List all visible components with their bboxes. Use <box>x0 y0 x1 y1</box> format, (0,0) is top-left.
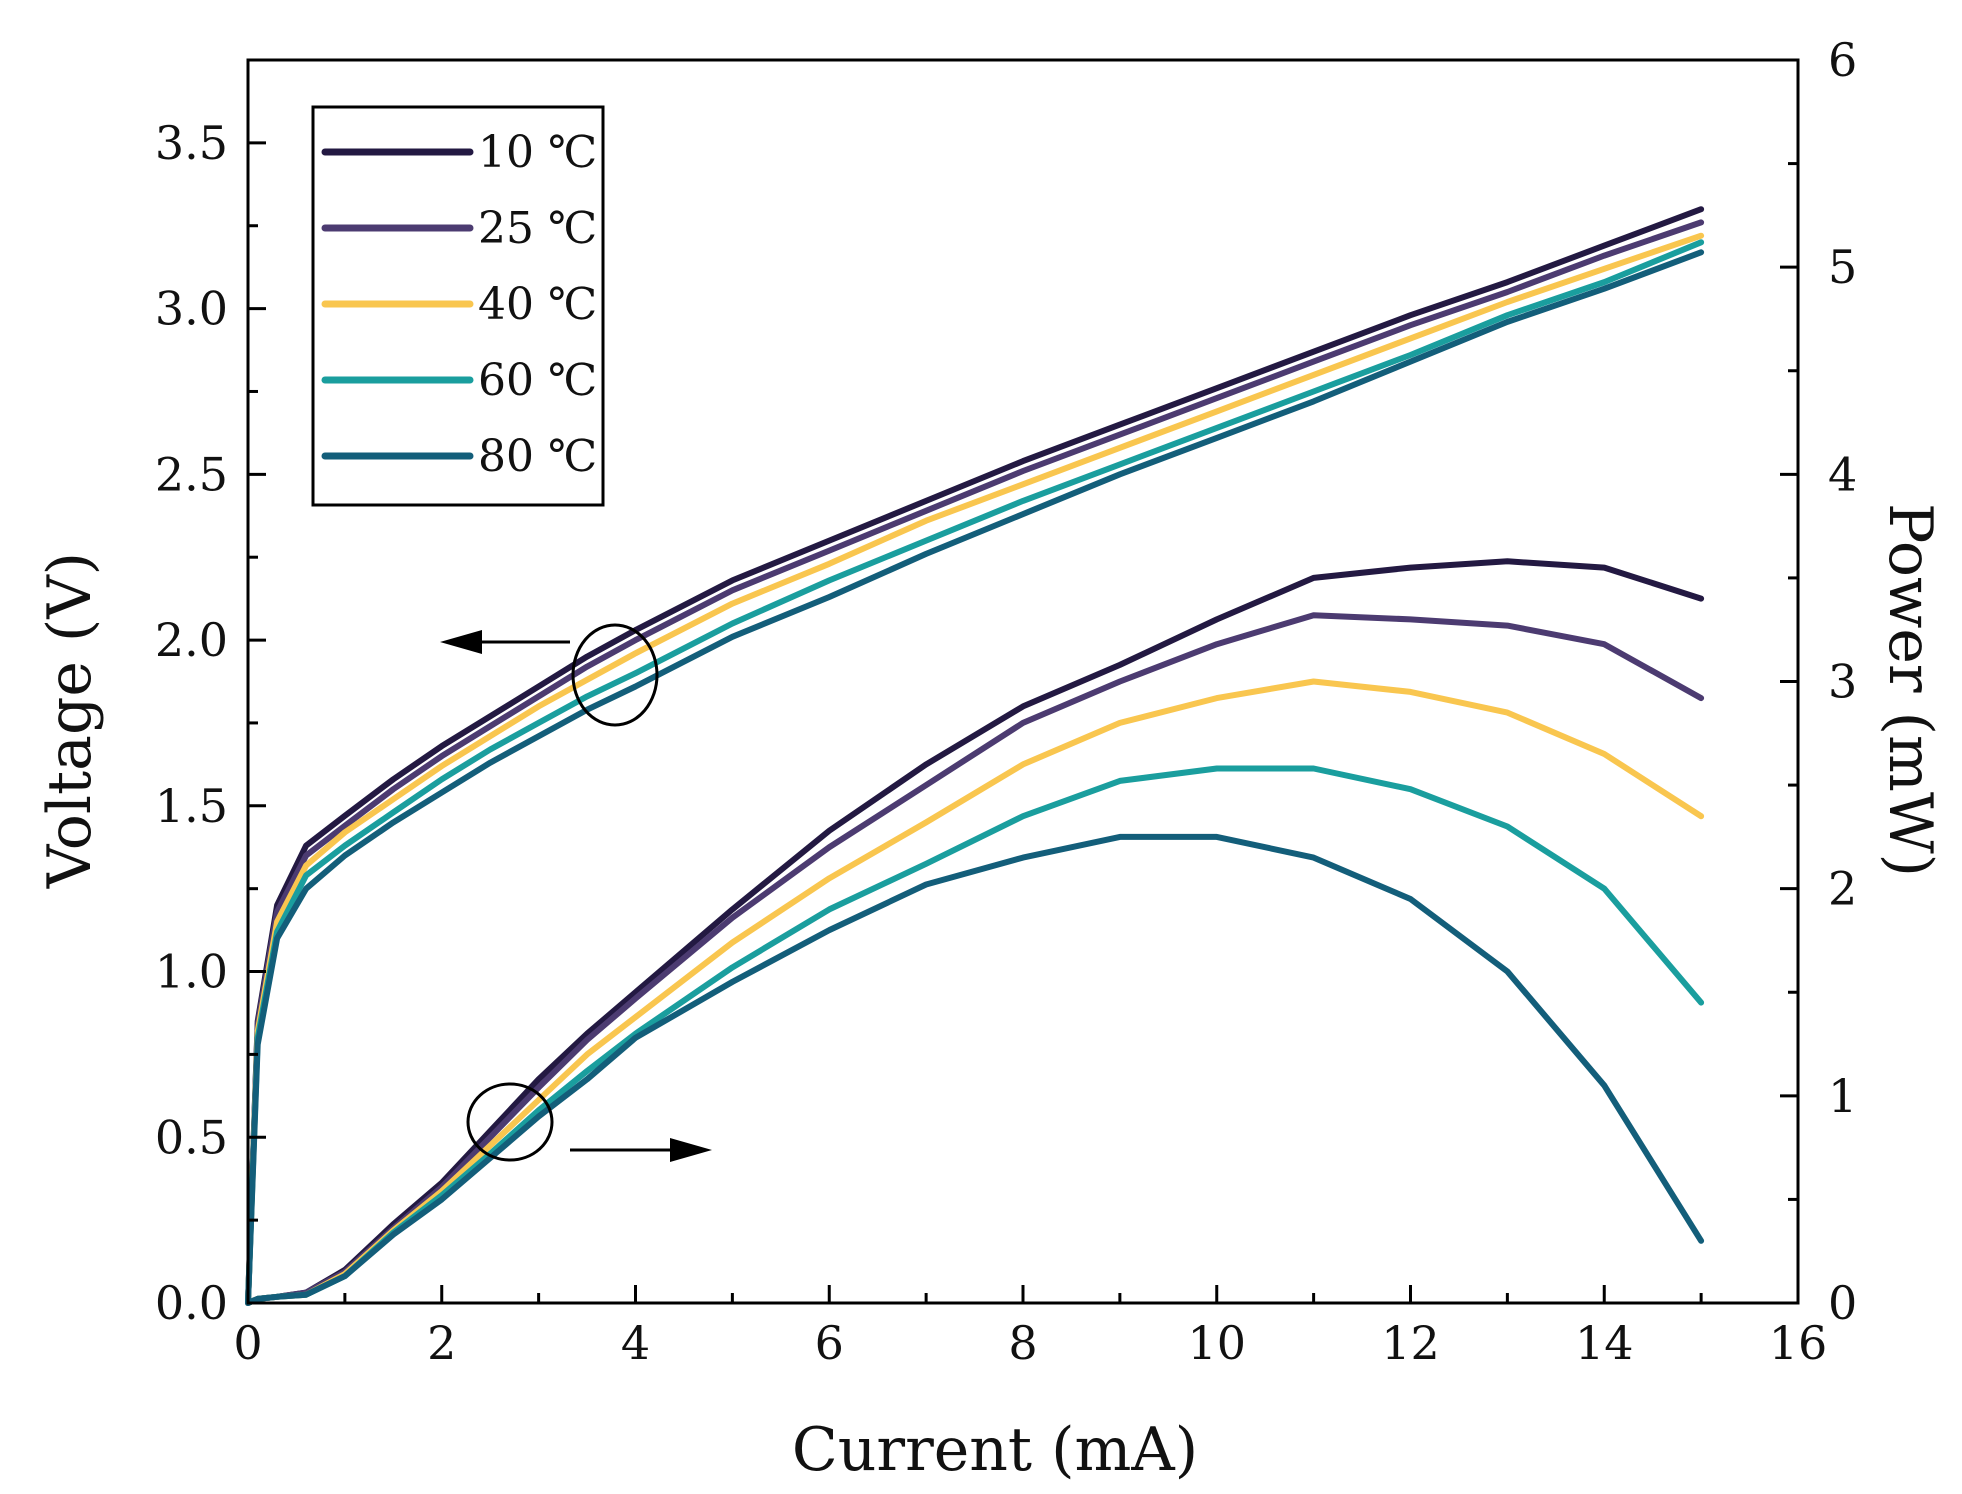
y-tick-label: 2.5 <box>155 447 228 501</box>
y-tick-label: 0.0 <box>155 1276 228 1330</box>
power-line-10c <box>245 558 1705 1306</box>
power-line-25c <box>245 612 1705 1306</box>
power-line-80c <box>245 833 1705 1306</box>
y2-tick-label: 1 <box>1828 1069 1857 1123</box>
x-tick-label: 12 <box>1381 1316 1440 1370</box>
y2-tick-label: 5 <box>1828 240 1857 294</box>
y2-tick-label: 2 <box>1828 862 1857 916</box>
y-tick-label: 3.0 <box>155 282 228 336</box>
y2-tick-label: 3 <box>1828 655 1857 709</box>
voltage-line-25c <box>245 219 1705 1306</box>
y2-tick-label: 4 <box>1828 447 1857 501</box>
y2-axis-title: Power (mW) <box>1875 503 1945 877</box>
power-indicator-circle <box>466 1082 554 1162</box>
voltage-line-40c <box>245 232 1705 1306</box>
series-layer <box>245 206 1705 1306</box>
legend: 10 ℃ 25 ℃ 40 ℃ 60 ℃ 80 ℃ <box>311 105 605 507</box>
x-tick-label: 16 <box>1769 1316 1828 1370</box>
x-axis-title: Current (mA) <box>792 1415 1198 1485</box>
voltage-axis-indicator <box>440 623 659 727</box>
x-tick-label: 4 <box>621 1316 650 1370</box>
legend-label-40c: 40 ℃ <box>478 279 597 330</box>
y-tick-label: 1.0 <box>155 945 228 999</box>
y-axis-title: Voltage (V) <box>35 552 105 889</box>
y2-tick-label: 6 <box>1828 33 1857 87</box>
x-tick-label: 14 <box>1575 1316 1634 1370</box>
voltage-line-10c <box>245 206 1705 1306</box>
x-tick-label: 10 <box>1187 1316 1246 1370</box>
x-tick-label: 0 <box>233 1316 262 1370</box>
power-axis-indicator <box>466 1082 712 1162</box>
y-tick-label: 0.5 <box>155 1110 228 1164</box>
y2-tick-label: 0 <box>1828 1276 1857 1330</box>
power-line-60c <box>245 765 1705 1306</box>
legend-label-25c: 25 ℃ <box>478 203 597 254</box>
x-tick-label: 8 <box>1008 1316 1037 1370</box>
y-tick-label: 2.0 <box>155 613 228 667</box>
y-tick-label: 3.5 <box>155 116 228 170</box>
x-tick-label: 6 <box>815 1316 844 1370</box>
voltage-line-80c <box>245 249 1705 1306</box>
legend-items: 10 ℃ 25 ℃ 40 ℃ 60 ℃ 80 ℃ <box>321 127 597 482</box>
legend-label-60c: 60 ℃ <box>478 355 597 406</box>
axes-layer: 0 2 4 6 8 10 12 14 160.00.51.01.52.02.53.03.5012… <box>155 33 1857 1370</box>
y-tick-label: 1.5 <box>155 779 228 833</box>
legend-label-80c: 80 ℃ <box>478 431 597 482</box>
legend-label-10c: 10 ℃ <box>478 127 597 178</box>
voltage-indicator-circle <box>571 623 659 727</box>
right-arrow-head <box>670 1138 712 1162</box>
voltage-line-60c <box>245 239 1705 1306</box>
x-tick-label: 2 <box>427 1316 456 1370</box>
left-arrow-head <box>440 630 482 654</box>
